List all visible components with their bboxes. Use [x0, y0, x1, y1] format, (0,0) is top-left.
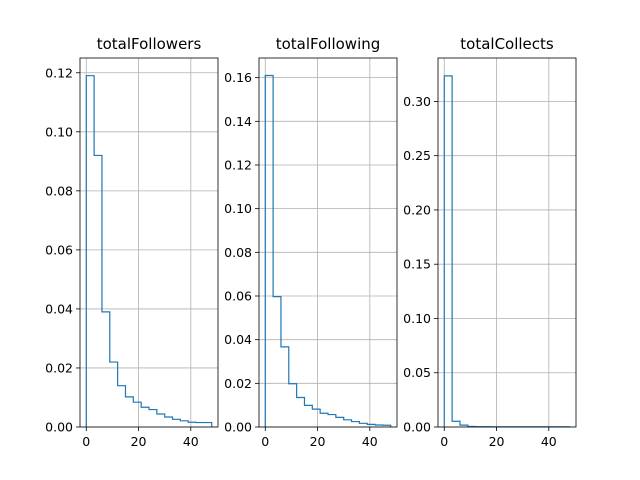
x-tick-label: 40 [183, 434, 199, 449]
y-tick-label: 0.20 [403, 202, 431, 217]
x-tick-label: 40 [362, 434, 378, 449]
x-tick-label: 20 [489, 434, 505, 449]
histogram-bin [281, 347, 289, 427]
y-tick-label: 0.08 [224, 245, 252, 260]
y-tick-label: 0.10 [45, 124, 73, 139]
histogram-bin [157, 414, 165, 427]
histogram-series [264, 74, 392, 427]
y-tick-label: 0.00 [45, 420, 73, 435]
axes-frame [79, 57, 219, 428]
y-tick-label: 0.04 [224, 332, 252, 347]
histogram-bin [444, 76, 452, 427]
subplot-2: 0 20 40 0.00 0.02 0.04 0.06 0.08 0.10 0.12 0.14 0.1… [224, 35, 398, 449]
subplot-1: 0 20 40 0.00 0.02 0.04 0.06 0.08 0.10 0.12 totalFo… [45, 35, 219, 449]
histogram-bin [320, 413, 328, 427]
histogram-bin [273, 297, 281, 427]
histogram-bin [312, 409, 320, 427]
histogram-bin [173, 419, 181, 427]
y-tick-label: 0.04 [45, 301, 73, 316]
histogram-bin [94, 155, 102, 427]
histogram-bin [86, 76, 94, 427]
histogram-bin [180, 421, 188, 427]
y-tick-label: 0.08 [45, 183, 73, 198]
x-tick-label: 0 [261, 434, 269, 449]
y-tick-label: 0.06 [45, 242, 73, 257]
histogram-bin [344, 420, 352, 427]
subplot-3: 0 20 40 0.00 0.05 0.10 0.15 0.20 0.25 0.30 totalCo… [403, 35, 577, 449]
histogram-bin [304, 405, 312, 427]
y-tick-label: 0.12 [45, 65, 73, 80]
histogram-bin [110, 362, 118, 427]
histogram-bin [133, 402, 141, 427]
histogram-bin [297, 398, 305, 427]
histogram-bin [196, 423, 204, 427]
subplot-title: totalCollects [460, 35, 554, 53]
y-tick-label: 0.05 [403, 365, 431, 380]
y-tick-label: 0.16 [224, 70, 252, 85]
histogram-bin [141, 407, 149, 427]
histogram-bin [265, 75, 273, 427]
y-tick-label: 0.30 [403, 94, 431, 109]
histogram-bin [359, 423, 367, 427]
histogram-bin [204, 423, 212, 427]
y-tick-label: 0.12 [224, 157, 252, 172]
y-tick-label: 0.10 [224, 201, 252, 216]
x-tick-label: 20 [310, 434, 326, 449]
y-tick-label: 0.10 [403, 311, 431, 326]
histogram-bin [336, 417, 344, 427]
subplot-title: totalFollowers [97, 35, 202, 53]
histogram-series [85, 75, 213, 427]
histogram-bin [118, 386, 126, 427]
histogram-bin [149, 410, 157, 427]
histogram-bin [289, 384, 297, 427]
x-tick-label: 20 [131, 434, 147, 449]
subplots: 0 20 40 0.00 0.02 0.04 0.06 0.08 0.10 0.12 totalFo… [45, 35, 577, 449]
histogram-bin [328, 415, 336, 427]
y-tick-label: 0.15 [403, 257, 431, 272]
histogram-bin [188, 422, 196, 427]
subplot-title: totalFollowing [276, 35, 381, 53]
y-tick-label: 0.06 [224, 288, 252, 303]
y-tick-label: 0.25 [403, 148, 431, 163]
x-tick-label: 0 [82, 434, 90, 449]
histogram-bin [165, 417, 173, 427]
histogram-bin [452, 421, 460, 427]
axes-frame [437, 57, 577, 428]
y-tick-label: 0.14 [224, 114, 252, 129]
y-tick-label: 0.00 [224, 420, 252, 435]
axes-frame [258, 57, 398, 428]
histogram-bin [125, 397, 133, 427]
y-tick-label: 0.02 [45, 360, 73, 375]
x-tick-label: 0 [440, 434, 448, 449]
histogram-bin [352, 422, 360, 427]
histogram-bin [102, 312, 110, 427]
y-tick-label: 0.02 [224, 376, 252, 391]
x-tick-label: 40 [541, 434, 557, 449]
y-tick-label: 0.00 [403, 420, 431, 435]
